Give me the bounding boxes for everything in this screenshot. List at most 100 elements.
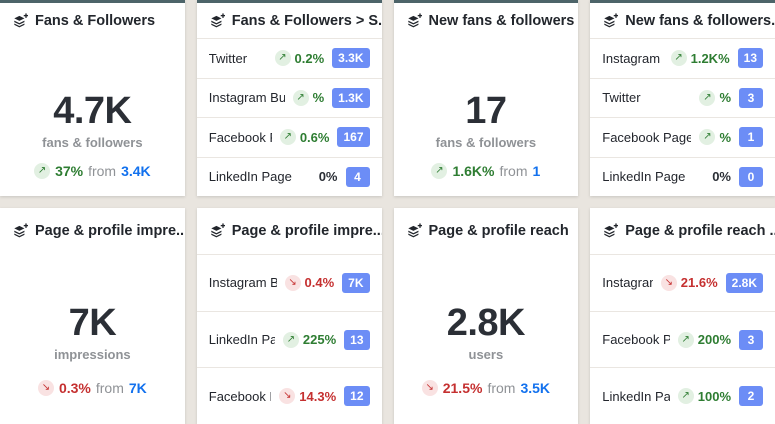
kpi-value: 17 — [465, 90, 507, 132]
kpi-delta: ↗ 37% from 3.4K — [0, 163, 185, 179]
value-badge: 3 — [739, 329, 763, 350]
layers-plus-icon — [602, 223, 619, 239]
kpi-block: 7K impressions — [0, 304, 185, 362]
trend-up-icon: ↗ — [670, 50, 687, 67]
layers-plus-icon — [602, 13, 619, 29]
row-delta: ↗ 0.6% — [279, 129, 329, 146]
metric-row-facebook[interactable]: Facebook Page ↗ 200% 3 — [590, 310, 775, 368]
metric-row-linkedin[interactable]: LinkedIn Page ↗ 100% 2 — [590, 367, 775, 424]
layers-plus-icon — [209, 223, 225, 239]
value-badge: 2.8K — [725, 272, 763, 293]
widget-page-profile-impressions[interactable]: Page & profile impre... 7K impressions ↘… — [0, 208, 185, 424]
platform-label: Facebook Page — [208, 129, 272, 145]
widget-fans-followers-by-source[interactable]: Fans & Followers > S... Twitter ↗ 0.2% 3… — [196, 0, 382, 197]
metric-row-facebook[interactable]: Facebook Page ↘ 14.3% 12 — [196, 367, 382, 424]
platform-label: Facebook Page — [208, 388, 272, 404]
delta-from-label: from — [499, 163, 528, 179]
delta-percent: 1.6K% — [452, 163, 495, 179]
trend-down-icon: ↘ — [37, 380, 54, 396]
trend-down-icon: ↘ — [660, 274, 677, 291]
platform-label: LinkedIn Page — [602, 169, 686, 185]
widget-fans-followers[interactable]: Fans & Followers 4.7K fans & followers ↗… — [0, 0, 185, 196]
widget-page-profile-reach-by-source[interactable]: Page & profile reach ... Instagram Bu...… — [590, 208, 775, 424]
trend-up-icon: ↗ — [699, 89, 716, 106]
metric-list: Instagram Business ↘ 0.4% 7K LinkedIn Pa… — [196, 254, 382, 424]
widget-page-profile-reach[interactable]: Page & profile reach 2.8K users ↘ 21.5% … — [393, 208, 579, 424]
row-delta: ↗ 200% — [677, 331, 731, 348]
layers-plus-icon — [406, 223, 422, 239]
value-badge: 7K — [342, 272, 370, 293]
kpi-delta: ↗ 1.6K% from 1 — [394, 163, 579, 179]
delta-from-label: from — [88, 163, 117, 179]
value-badge: 13 — [344, 329, 370, 350]
metric-row-twitter[interactable]: Twitter ↗ % 3 — [590, 77, 775, 118]
delta-from-label: from — [95, 380, 124, 396]
value-badge: 167 — [337, 127, 370, 148]
widget-title-bar: Fans & Followers — [0, 0, 185, 38]
layers-plus-icon — [12, 223, 28, 239]
row-delta: ↗ % — [699, 89, 731, 106]
delta-percent: 1.2K% — [690, 50, 730, 66]
widget-title: Page & profile reach — [428, 223, 569, 239]
metric-row-linkedin[interactable]: LinkedIn Page ↗ 225% 13 — [196, 310, 382, 368]
value-badge: 4 — [345, 166, 370, 187]
kpi-unit: fans & followers — [42, 135, 143, 150]
metric-row-instagram[interactable]: Instagram Busi... ↗ 1.2K% 13 — [590, 38, 775, 78]
widget-new-fans-followers[interactable]: New fans & followers 17 fans & followers… — [393, 0, 579, 196]
value-badge: 13 — [737, 48, 763, 69]
metric-row-instagram[interactable]: Instagram Business ↘ 0.4% 7K — [196, 254, 382, 311]
widget-title-bar: New fans & followers — [394, 0, 579, 38]
trend-down-icon: ↘ — [421, 380, 438, 396]
delta-percent: 0% — [712, 169, 731, 185]
delta-percent: 21.5% — [442, 380, 483, 396]
platform-label: Twitter — [208, 50, 248, 66]
kpi-value: 7K — [68, 302, 117, 344]
widget-title: Page & profile impre... — [35, 223, 185, 239]
kpi-unit: users — [468, 347, 504, 362]
delta-percent: 14.3% — [299, 388, 337, 404]
delta-percent: 0% — [318, 169, 338, 185]
platform-label: LinkedIn Page — [208, 169, 292, 185]
row-delta: ↘ 0.4% — [284, 274, 334, 291]
widget-title-bar: Page & profile impre... — [197, 208, 382, 248]
value-badge: 2 — [739, 386, 763, 407]
delta-percent: 100% — [697, 388, 731, 404]
metric-row-linkedin[interactable]: LinkedIn Page 0% 0 — [590, 156, 775, 197]
platform-label: Instagram Business — [208, 90, 285, 106]
kpi-delta: ↘ 0.3% from 7K — [0, 380, 185, 396]
metric-row-facebook[interactable]: Facebook Page ↗ % 1 — [590, 117, 775, 157]
metric-row-facebook[interactable]: Facebook Page ↗ 0.6% 167 — [196, 117, 382, 157]
widget-new-fans-followers-by-source[interactable]: New fans & followers... Instagram Busi..… — [590, 0, 775, 196]
delta-from-value: 3.5K — [520, 380, 551, 396]
trend-up-icon: ↗ — [431, 163, 448, 179]
widget-title: New fans & followers... — [625, 13, 775, 29]
trend-up-icon: ↗ — [292, 89, 309, 106]
value-badge: 1.3K — [332, 87, 370, 108]
kpi-unit: fans & followers — [435, 135, 537, 150]
row-delta: 0% — [712, 169, 731, 184]
row-delta: ↘ 14.3% — [279, 388, 337, 405]
kpi-block: 17 fans & followers — [394, 92, 579, 150]
delta-percent: 225% — [302, 332, 337, 347]
metric-row-instagram[interactable]: Instagram Bu... ↘ 21.6% 2.8K — [590, 254, 775, 311]
kpi-value: 2.8K — [446, 302, 526, 344]
row-delta: ↘ 21.6% — [660, 274, 718, 291]
delta-percent: % — [719, 90, 731, 106]
platform-label: Facebook Page — [602, 129, 692, 145]
delta-percent: % — [312, 90, 325, 106]
metric-row-twitter[interactable]: Twitter ↗ 0.2% 3.3K — [196, 38, 382, 78]
widget-page-profile-impressions-by-source[interactable]: Page & profile impre... Instagram Busine… — [196, 208, 382, 424]
delta-from-value: 1 — [532, 163, 541, 179]
platform-label: LinkedIn Page — [208, 332, 275, 347]
row-delta: ↗ 1.2K% — [670, 50, 730, 67]
metric-row-linkedin[interactable]: LinkedIn Page 0% 4 — [196, 156, 382, 197]
kpi-delta: ↘ 21.5% from 3.5K — [394, 380, 579, 396]
trend-up-icon: ↗ — [699, 129, 716, 146]
kpi-unit: impressions — [54, 347, 131, 362]
delta-percent: 21.6% — [680, 275, 718, 291]
metric-row-instagram[interactable]: Instagram Business ↗ % 1.3K — [196, 77, 382, 118]
metric-list: Instagram Bu... ↘ 21.6% 2.8K Facebook Pa… — [590, 254, 775, 424]
delta-from-value: 7K — [128, 380, 147, 396]
kpi-block: 2.8K users — [394, 304, 579, 362]
row-delta: ↗ % — [292, 89, 325, 106]
